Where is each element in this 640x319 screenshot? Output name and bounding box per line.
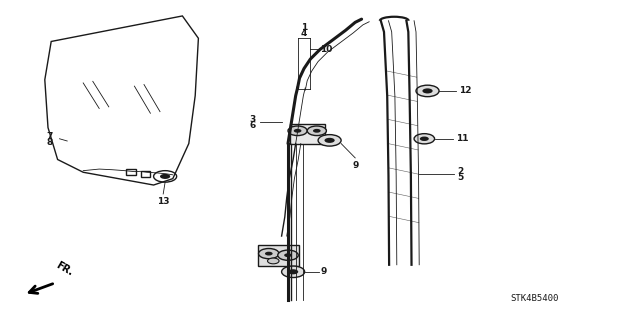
- Circle shape: [313, 129, 321, 133]
- Circle shape: [416, 85, 439, 97]
- Circle shape: [414, 134, 435, 144]
- Text: 4: 4: [301, 29, 307, 38]
- Text: STK4B5400: STK4B5400: [510, 294, 559, 303]
- Text: 9: 9: [321, 267, 327, 276]
- Circle shape: [278, 250, 298, 260]
- Text: 7: 7: [47, 132, 53, 141]
- Circle shape: [160, 174, 170, 179]
- Circle shape: [324, 138, 335, 143]
- Text: FR.: FR.: [54, 260, 75, 278]
- Circle shape: [318, 135, 341, 146]
- Circle shape: [268, 258, 279, 264]
- Text: 2: 2: [458, 167, 464, 176]
- Circle shape: [282, 266, 305, 278]
- Text: 5: 5: [458, 173, 464, 182]
- Circle shape: [307, 126, 326, 136]
- Text: 8: 8: [47, 138, 53, 147]
- Bar: [289, 124, 324, 144]
- Circle shape: [420, 137, 429, 141]
- Bar: [126, 169, 136, 175]
- Circle shape: [288, 126, 307, 136]
- Bar: [141, 171, 150, 177]
- Circle shape: [284, 253, 292, 257]
- Circle shape: [422, 88, 433, 93]
- Bar: [257, 245, 300, 265]
- Text: 3: 3: [250, 115, 256, 124]
- Text: 9: 9: [352, 161, 358, 170]
- Circle shape: [265, 252, 273, 256]
- Text: 13: 13: [157, 197, 170, 206]
- Circle shape: [288, 269, 298, 274]
- Text: 12: 12: [460, 86, 472, 95]
- Circle shape: [294, 129, 301, 133]
- Text: 10: 10: [320, 45, 332, 54]
- Text: 1: 1: [301, 23, 307, 32]
- Text: 11: 11: [456, 134, 469, 143]
- Circle shape: [259, 249, 279, 259]
- Text: 6: 6: [250, 121, 256, 130]
